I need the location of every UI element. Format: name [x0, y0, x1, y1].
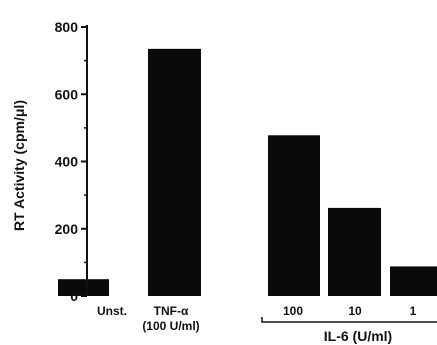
- x-tick-label-2: 100: [283, 304, 303, 318]
- group-label-il6: IL-6 (U/ml): [324, 328, 392, 344]
- y-tick-label-400: 400: [55, 154, 79, 170]
- y-tick-label-800: 800: [55, 19, 79, 35]
- y-tick-label-0: 0: [70, 288, 78, 304]
- bar-10: [328, 207, 381, 296]
- bars-group: [58, 48, 437, 297]
- x-tick-label-1: TNF-α: [154, 304, 189, 318]
- y-axis-title: RT Activity (cpm/μl): [11, 100, 27, 231]
- group-bracket: [261, 317, 437, 323]
- x-tick-label-0: Unst.: [97, 304, 127, 318]
- labels-group: 0 200 400 600 800 RT Activity (cpm/μl) Unst. TN…: [11, 19, 417, 344]
- y-tick-label-200: 200: [55, 221, 79, 237]
- bar-100: [268, 135, 320, 296]
- axes-group: [81, 25, 437, 323]
- y-tick-label-600: 600: [55, 86, 79, 102]
- x-tick-label-4: 1: [410, 304, 417, 318]
- x-tick-label-3: 10: [348, 304, 362, 318]
- bar-1: [390, 266, 437, 296]
- bar-tnf: [148, 48, 201, 297]
- bar-unst: [58, 279, 109, 296]
- x-tick-sublabel-1: (100 U/ml): [142, 319, 199, 333]
